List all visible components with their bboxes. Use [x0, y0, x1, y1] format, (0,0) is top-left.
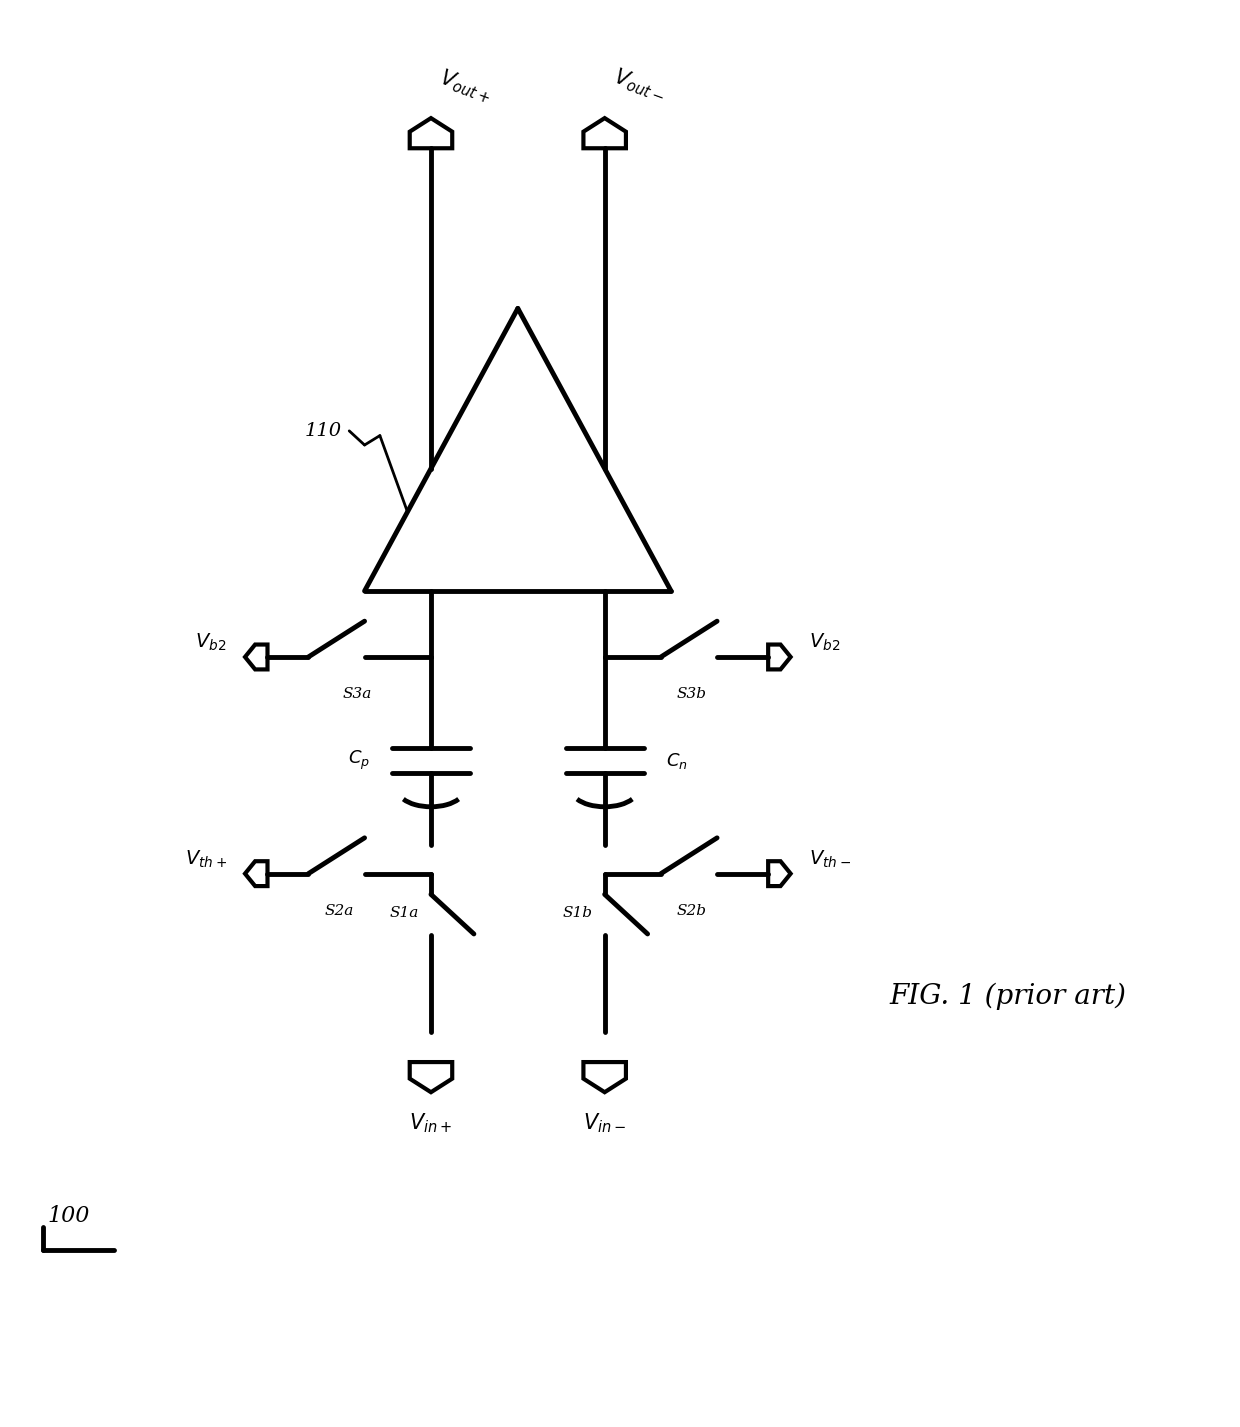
- Text: $V_{th-}$: $V_{th-}$: [808, 849, 851, 870]
- Text: S1b: S1b: [563, 906, 593, 920]
- Text: S1a: S1a: [389, 906, 419, 920]
- Text: $C_p$: $C_p$: [347, 749, 370, 772]
- Text: 110: 110: [305, 422, 342, 440]
- Text: $V_{b2}$: $V_{b2}$: [196, 632, 227, 654]
- Text: $V_{th+}$: $V_{th+}$: [185, 849, 227, 870]
- Text: $V_{in+}$: $V_{in+}$: [409, 1112, 453, 1134]
- Text: $V_{out-}$: $V_{out-}$: [610, 66, 668, 106]
- Text: FIG. 1 (prior art): FIG. 1 (prior art): [890, 982, 1127, 1010]
- Text: S2b: S2b: [677, 903, 707, 918]
- Text: $V_{in-}$: $V_{in-}$: [583, 1112, 626, 1134]
- Text: $C_n$: $C_n$: [666, 751, 688, 771]
- Text: S3a: S3a: [342, 688, 372, 701]
- Text: 100: 100: [48, 1204, 91, 1227]
- Text: S3b: S3b: [677, 688, 707, 701]
- Text: $V_{out+}$: $V_{out+}$: [436, 66, 495, 106]
- Text: $V_{b2}$: $V_{b2}$: [808, 632, 841, 654]
- Text: S2a: S2a: [325, 903, 353, 918]
